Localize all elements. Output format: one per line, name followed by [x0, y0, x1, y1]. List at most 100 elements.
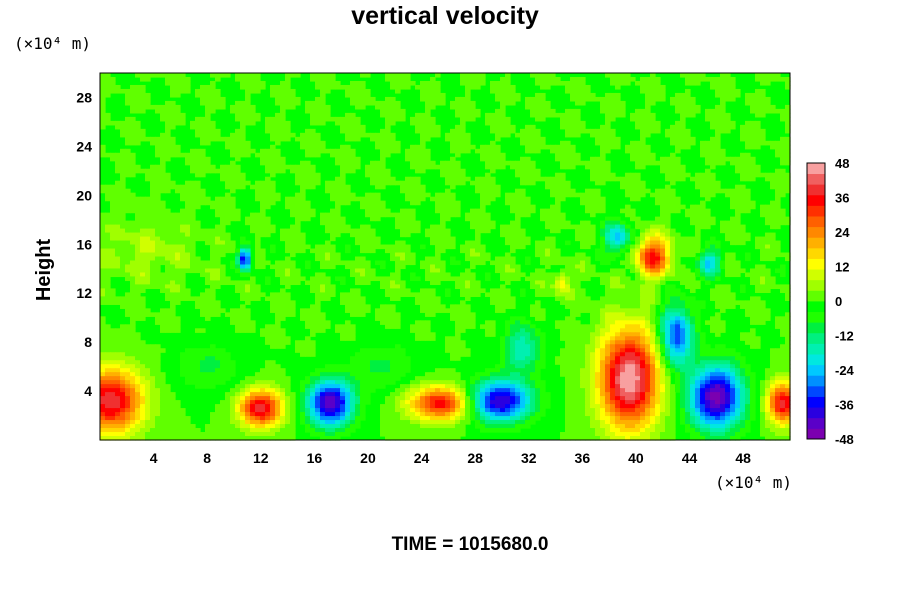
heatmap-cell	[150, 228, 156, 234]
heatmap-cell	[755, 312, 761, 317]
heatmap-cell	[105, 112, 111, 118]
heatmap-cell	[130, 236, 136, 242]
heatmap-cell	[265, 224, 271, 230]
heatmap-cell	[320, 100, 326, 106]
heatmap-cell	[775, 148, 781, 154]
heatmap-cell	[115, 212, 121, 218]
heatmap-cell	[770, 216, 776, 222]
heatmap-cell	[750, 304, 756, 309]
heatmap-cell	[305, 184, 311, 190]
heatmap-cell	[450, 276, 456, 282]
heatmap-cell	[685, 308, 691, 313]
heatmap-cell	[305, 144, 311, 150]
heatmap-cell	[445, 236, 451, 242]
heatmap-cell	[685, 276, 691, 282]
heatmap-cell	[430, 224, 436, 230]
heatmap-cell	[430, 288, 436, 293]
heatmap-cell	[735, 240, 741, 246]
heatmap-cell	[650, 248, 656, 254]
heatmap-cell	[695, 324, 701, 329]
heatmap-cell	[610, 172, 616, 178]
heatmap-cell	[395, 268, 401, 274]
heatmap-cell	[600, 332, 606, 337]
heatmap-cell	[505, 192, 511, 198]
heatmap-cell	[200, 136, 206, 142]
heatmap-cell	[165, 260, 171, 266]
heatmap-cell	[320, 212, 326, 218]
heatmap-cell	[315, 84, 321, 90]
heatmap-cell	[750, 156, 756, 162]
heatmap-cell	[545, 144, 551, 150]
heatmap-cell	[540, 332, 546, 337]
heatmap-cell	[195, 264, 201, 270]
heatmap-cell	[100, 112, 106, 118]
heatmap-cell	[645, 252, 651, 258]
heatmap-cell	[705, 144, 711, 150]
heatmap-cell	[250, 120, 256, 126]
heatmap-cell	[545, 212, 551, 218]
heatmap-cell	[645, 76, 651, 82]
heatmap-cell	[135, 292, 141, 297]
heatmap-cell	[245, 316, 251, 321]
heatmap-cell	[300, 244, 306, 250]
heatmap-cell	[190, 196, 196, 202]
heatmap-cell	[390, 320, 396, 325]
heatmap-cell	[555, 204, 561, 210]
heatmap-cell	[535, 172, 541, 178]
heatmap-cell	[570, 332, 576, 337]
heatmap-cell	[265, 124, 271, 130]
heatmap-cell	[500, 128, 506, 134]
heatmap-cell	[395, 252, 401, 258]
heatmap-cell	[275, 328, 281, 333]
heatmap-cell	[445, 168, 451, 174]
heatmap-cell	[690, 140, 696, 146]
heatmap-cell	[500, 80, 506, 86]
heatmap-cell	[615, 140, 621, 146]
heatmap-cell	[185, 248, 191, 254]
heatmap-cell	[170, 288, 176, 293]
heatmap-cell	[575, 112, 581, 118]
heatmap-cell	[605, 108, 611, 114]
heatmap-cell	[595, 272, 601, 278]
heatmap-cell	[380, 140, 386, 146]
heatmap-cell	[575, 260, 581, 266]
heatmap-cell	[450, 256, 456, 262]
heatmap-cell	[225, 212, 231, 218]
heatmap-cell	[345, 224, 351, 230]
heatmap-cell	[160, 164, 166, 170]
heatmap-cell	[515, 92, 521, 98]
heatmap-cell	[480, 200, 486, 206]
heatmap-cell	[235, 76, 241, 82]
heatmap-cell	[725, 92, 731, 98]
heatmap-cell	[670, 140, 676, 146]
heatmap-cell	[575, 84, 581, 90]
heatmap-cell	[390, 80, 396, 86]
heatmap-cell	[360, 304, 366, 309]
heatmap-cell	[325, 240, 331, 246]
heatmap-cell	[635, 280, 641, 286]
heatmap-cell	[310, 164, 316, 170]
heatmap-cell	[650, 240, 656, 246]
heatmap-cell	[135, 264, 141, 270]
heatmap-cell	[515, 244, 521, 250]
heatmap-cell	[195, 156, 201, 162]
heatmap-cell	[455, 324, 461, 329]
heatmap-cell	[295, 208, 301, 214]
heatmap-cell	[250, 76, 256, 82]
heatmap-cell	[765, 248, 771, 254]
heatmap-cell	[710, 124, 716, 130]
heatmap-cell	[680, 264, 686, 270]
heatmap-cell	[365, 308, 371, 313]
heatmap-cell	[760, 300, 766, 305]
heatmap-cell	[455, 96, 461, 102]
heatmap-cell	[200, 88, 206, 94]
heatmap-cell	[560, 184, 566, 190]
heatmap-cell	[630, 144, 636, 150]
heatmap-cell	[100, 124, 106, 130]
heatmap-cell	[610, 312, 616, 317]
heatmap-cell	[400, 284, 406, 290]
heatmap-cell	[555, 320, 561, 325]
heatmap-cell	[125, 140, 131, 146]
heatmap-cell	[260, 196, 266, 202]
heatmap-cell	[200, 232, 206, 238]
